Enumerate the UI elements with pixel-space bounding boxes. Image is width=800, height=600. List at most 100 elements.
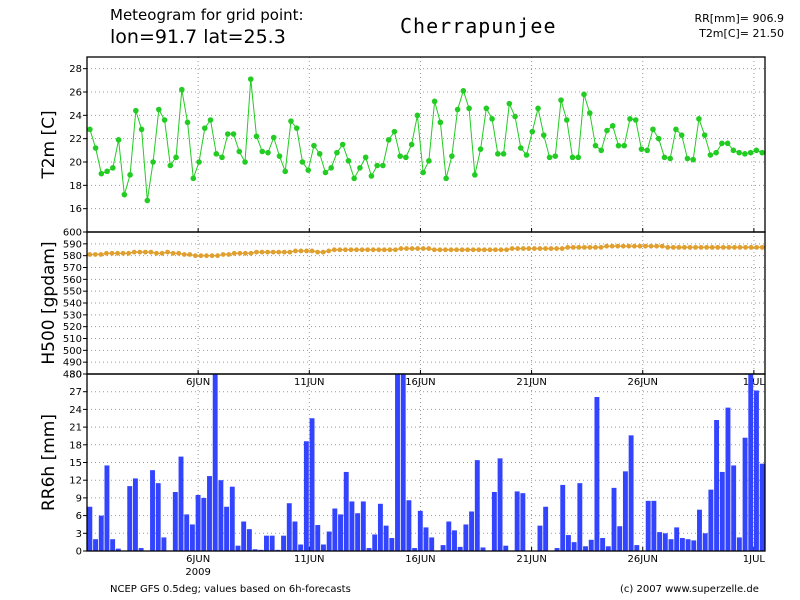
rr-bar: [252, 549, 258, 551]
rr-bar: [303, 441, 309, 551]
rr-bar: [565, 535, 571, 551]
t2m-point: [747, 149, 754, 156]
rr-bar: [406, 500, 412, 551]
t2m-point: [270, 134, 277, 141]
rr-bar: [469, 511, 475, 551]
h500-point: [198, 253, 204, 259]
h500-point: [220, 252, 226, 257]
rr-bar: [343, 471, 349, 551]
t2m-point: [483, 105, 490, 112]
t2m-point: [282, 168, 289, 175]
rr-bar: [195, 494, 201, 551]
h500-point: [726, 244, 732, 250]
h500-point: [159, 250, 165, 256]
t2m-point: [138, 126, 145, 133]
h500-point: [659, 243, 665, 249]
t2m-point: [184, 119, 191, 126]
h500-point: [698, 244, 704, 250]
t2m-point: [701, 132, 708, 138]
h500-ytick-label: 600: [63, 228, 82, 239]
t2m-readout: T2m[C]= 21.50: [699, 27, 784, 40]
t2m-point: [92, 145, 99, 151]
t2m-point: [443, 175, 449, 182]
t2m-point: [529, 128, 536, 135]
rr-bar: [264, 535, 269, 551]
rr-bar: [155, 483, 161, 551]
h500-point: [593, 244, 598, 250]
t2m-point: [753, 147, 760, 154]
h500-point: [554, 246, 559, 251]
h500-point: [465, 247, 471, 253]
t2m-point: [598, 147, 605, 154]
header-coordinates: lon=91.7 lat=25.3: [110, 26, 286, 48]
h500-point: [426, 246, 432, 251]
h500-point: [526, 246, 532, 251]
rr-bar: [395, 374, 400, 551]
h500-point: [343, 247, 348, 253]
h500-point: [187, 252, 193, 257]
h500-point: [587, 244, 593, 250]
h500-point: [293, 248, 298, 254]
rr-bar: [719, 471, 725, 551]
h500-point: [598, 244, 604, 250]
h500-point: [348, 247, 354, 253]
rr-xtick-label: 6JUN: [186, 554, 210, 565]
rr-bar: [754, 390, 759, 551]
rr-bar: [605, 546, 611, 551]
t2m-series-line: [89, 79, 763, 201]
t2m-point: [236, 148, 243, 155]
rr-bar: [674, 527, 680, 551]
h500-ylabel: H500 [gpdam]: [39, 241, 59, 364]
rr-bar: [104, 465, 110, 551]
rr-bar: [662, 533, 668, 551]
rr-bar: [150, 470, 155, 551]
t2m-point: [98, 170, 105, 177]
t2m-point: [621, 142, 628, 149]
h500-point: [709, 244, 715, 250]
rr-total-readout: RR[mm]= 906.9: [694, 12, 784, 25]
t2m-point: [104, 168, 110, 175]
t2m-point: [586, 110, 593, 116]
h500-point: [559, 246, 565, 251]
h500-point: [732, 244, 737, 250]
h500-point: [148, 249, 154, 255]
t2m-point: [328, 165, 334, 171]
rr-bar: [292, 521, 298, 551]
h500-point: [493, 247, 498, 253]
h500-point: [743, 244, 748, 250]
rr-bar: [571, 542, 577, 551]
rr-xtick-label: 11JUN: [294, 554, 324, 565]
h500-point: [676, 244, 682, 250]
h500-point: [215, 253, 220, 259]
rr-bar: [611, 487, 617, 551]
t2m-point: [397, 153, 403, 159]
h500-point: [548, 246, 554, 251]
t2m-point: [535, 105, 541, 112]
t2m-point: [230, 131, 237, 137]
h500-point: [170, 250, 176, 256]
t2m-point: [334, 149, 340, 156]
rr-bar: [218, 480, 224, 551]
h500-point: [576, 244, 582, 250]
rr-bar: [326, 531, 332, 551]
t2m-point: [632, 117, 639, 123]
rr-bar: [338, 514, 343, 551]
rr-bar: [520, 493, 526, 551]
t2m-point: [322, 169, 329, 176]
t2m-point: [604, 127, 610, 134]
t2m-point: [219, 154, 225, 161]
h500-point: [92, 252, 98, 257]
t2m-point: [357, 165, 363, 171]
t2m-point: [684, 155, 691, 162]
t2m-point: [540, 132, 547, 138]
t2m-point: [759, 149, 765, 156]
h500-point: [181, 252, 187, 257]
h500-point: [754, 244, 760, 250]
t2m-point: [345, 158, 352, 164]
rr-bar: [417, 510, 423, 551]
h500-point: [637, 243, 643, 249]
rr-bar: [412, 548, 418, 551]
rr-bar: [207, 476, 212, 551]
rr-bar: [560, 484, 566, 551]
